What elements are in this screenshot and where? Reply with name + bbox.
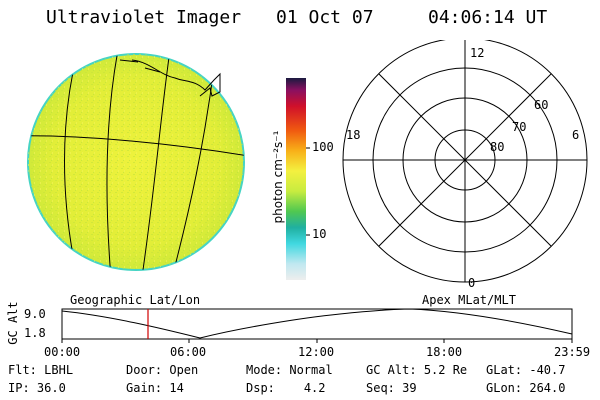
altitude-strip: Geographic Lat/Lon Apex MLat/MLT GC Alt … xyxy=(0,290,600,360)
colorbar-tick-100: 100 xyxy=(312,140,334,154)
door-value: Open xyxy=(169,363,199,377)
altitude-curve xyxy=(61,308,573,339)
instrument-title: Ultraviolet Imager xyxy=(46,7,242,28)
mlt-label-18: 18 xyxy=(346,128,361,142)
colorbar-scale xyxy=(286,78,306,280)
altitude-plot xyxy=(61,308,573,343)
time-tick-0: 00:00 xyxy=(44,345,81,359)
glat-field: GLat: -40.7 xyxy=(486,363,565,377)
ip-label: IP: xyxy=(8,381,30,395)
glon-field: GLon: 264.0 xyxy=(486,381,565,395)
glat-label: GLat: xyxy=(486,363,523,377)
lat-label-70: 70 xyxy=(512,120,527,134)
mlt-label-12: 12 xyxy=(470,46,485,60)
coastline xyxy=(131,59,221,97)
mlt-label-0: 0 xyxy=(468,276,476,290)
apex-title: Apex MLat/MLT xyxy=(422,293,516,307)
alt-ymin: 1.8 xyxy=(24,326,46,340)
alt-ymax: 9.0 xyxy=(24,307,46,321)
gcalt-value: 5.2 Re xyxy=(423,363,468,377)
flt-value: LBHL xyxy=(44,363,74,377)
globe-image xyxy=(27,53,245,271)
time-tick-1: 06:00 xyxy=(170,345,207,359)
seq-value: 39 xyxy=(402,381,417,395)
polar-plot: 12 18 6 0 60 70 80 xyxy=(330,37,600,300)
flt-label: Flt: xyxy=(8,363,37,377)
header: Ultraviolet Imager 01 Oct 07 04:06:14 UT xyxy=(0,0,600,36)
time-tick-4: 23:59 xyxy=(554,345,591,359)
seq-label: Seq: xyxy=(366,381,395,395)
geographic-title: Geographic Lat/Lon xyxy=(70,293,201,307)
status-panel: Flt: LBHL IP: 36.0 Door: Open Gain: 14 M… xyxy=(0,360,600,400)
mode-label: Mode: xyxy=(246,363,283,377)
dsp-field: Dsp: 4.2 xyxy=(246,381,326,395)
dsp-label: Dsp: xyxy=(246,381,275,395)
door-field: Door: Open xyxy=(126,363,198,377)
date-label: 01 Oct 07 xyxy=(276,7,374,28)
glon-label: GLon: xyxy=(486,381,523,395)
gain-label: Gain: xyxy=(126,381,163,395)
time-tick-2: 12:00 xyxy=(298,345,335,359)
lat-label-80: 80 xyxy=(490,140,505,154)
ip-field: IP: 36.0 xyxy=(8,381,66,395)
globe-panel xyxy=(0,40,260,290)
ip-value: 36.0 xyxy=(36,381,66,395)
mlt-label-6: 6 xyxy=(572,128,580,142)
glon-value: 264.0 xyxy=(529,381,566,395)
gain-value: 14 xyxy=(169,381,184,395)
glat-value: -40.7 xyxy=(529,363,566,377)
lat-label-60: 60 xyxy=(534,98,549,112)
dsp-value: 4.2 xyxy=(303,381,326,395)
mode-value: Normal xyxy=(289,363,333,377)
door-label: Door: xyxy=(126,363,163,377)
colorbar-tick-10: 10 xyxy=(312,227,327,241)
mode-field: Mode: Normal xyxy=(246,363,333,377)
flt-field: Flt: LBHL xyxy=(8,363,73,377)
gcalt-label: GC Alt: xyxy=(366,363,417,377)
gain-field: Gain: 14 xyxy=(126,381,184,395)
colorbar: 100 10 photon cm⁻²s⁻¹ xyxy=(260,70,334,290)
time-tick-3: 18:00 xyxy=(426,345,463,359)
seq-field: Seq: 39 xyxy=(366,381,417,395)
time-label: 04:06:14 UT xyxy=(428,7,548,28)
colorbar-label: photon cm⁻²s⁻¹ xyxy=(271,130,285,224)
gcalt-field: GC Alt: 5.2 Re xyxy=(366,363,467,377)
